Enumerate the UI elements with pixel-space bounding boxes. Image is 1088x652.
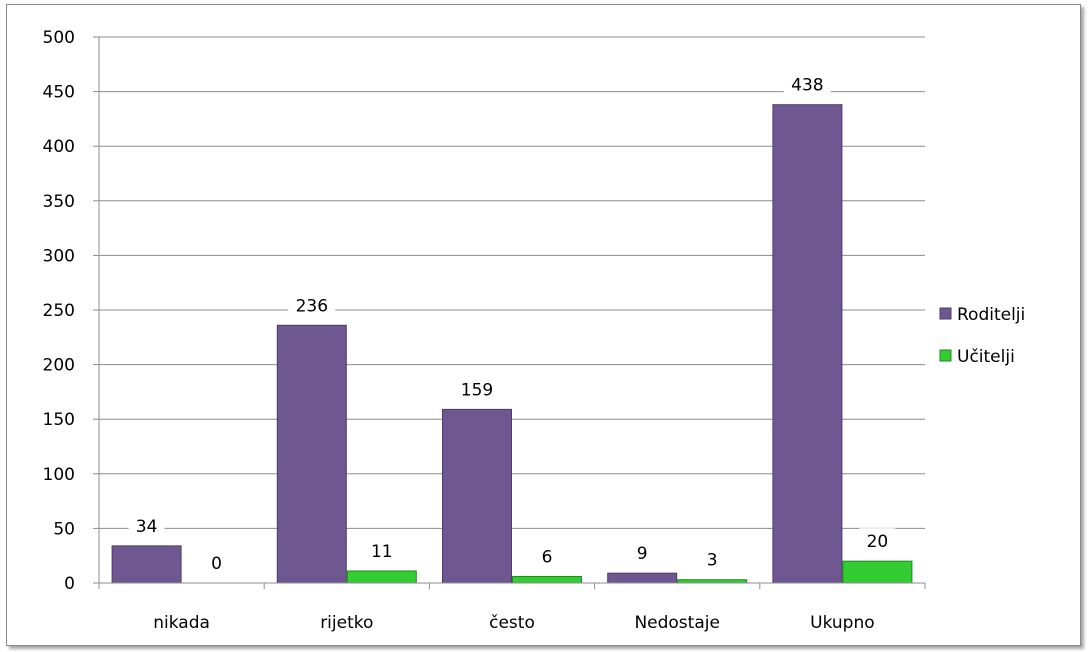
x-category-label: Ukupno — [810, 613, 875, 633]
data-label-background — [783, 71, 831, 98]
data-label: 34 — [136, 517, 158, 537]
legend-swatch — [939, 307, 952, 320]
data-label-background — [363, 537, 400, 564]
y-tick-label: 500 — [43, 28, 75, 48]
x-category-label: Nedostaje — [634, 613, 720, 633]
data-label-background — [453, 376, 501, 403]
y-tick-label: 400 — [43, 137, 75, 157]
data-label: 0 — [211, 554, 222, 574]
y-tick-label: 50 — [53, 519, 75, 539]
bar-roditelji — [772, 104, 843, 584]
data-label: 20 — [867, 532, 889, 552]
data-label-background — [859, 528, 896, 555]
y-tick-label: 250 — [43, 301, 75, 321]
data-labels: 34 0 236 11 159 6 9 3 438 20 — [128, 71, 896, 576]
data-label: 438 — [791, 76, 823, 96]
data-label: 159 — [461, 380, 493, 400]
data-label: 236 — [296, 296, 328, 316]
bar-roditelji — [276, 324, 347, 584]
legend-swatch — [939, 349, 952, 362]
legend: Roditelji Učitelji — [939, 305, 1025, 367]
data-label-background — [204, 550, 230, 576]
bar-roditelji — [442, 408, 512, 584]
data-label-background — [629, 540, 655, 567]
x-category-label: rijetko — [320, 613, 373, 633]
y-tick-label: 0 — [64, 574, 75, 594]
y-axis: 0 50 100 150 200 250 300 350 400 450 500 — [43, 28, 100, 594]
data-label-background — [534, 543, 560, 570]
data-label: 3 — [707, 551, 718, 571]
legend-label: Roditelji — [957, 305, 1025, 325]
data-label: 9 — [637, 544, 648, 564]
y-tick-label: 350 — [43, 192, 75, 212]
y-tick-label: 100 — [43, 465, 75, 485]
bar-učitelji — [346, 570, 417, 584]
legend-label: Učitelji — [957, 347, 1015, 367]
x-axis: nikada rijetko često Nedostaje Ukupno — [98, 582, 926, 633]
x-category-label: nikada — [153, 613, 210, 633]
data-label: 6 — [542, 547, 553, 567]
bar-roditelji — [111, 545, 182, 584]
data-label-background — [128, 512, 165, 539]
y-tick-label: 200 — [43, 356, 75, 376]
data-label-background — [288, 292, 336, 319]
y-tick-label: 450 — [43, 83, 75, 103]
y-tick-label: 300 — [43, 246, 75, 266]
bar-roditelji — [607, 572, 678, 584]
bar-učitelji — [842, 560, 913, 584]
data-label: 11 — [371, 542, 393, 562]
x-category-label: često — [489, 613, 535, 633]
data-label-background — [699, 546, 725, 573]
bar-učitelji — [512, 575, 582, 584]
y-tick-label: 150 — [43, 410, 75, 430]
